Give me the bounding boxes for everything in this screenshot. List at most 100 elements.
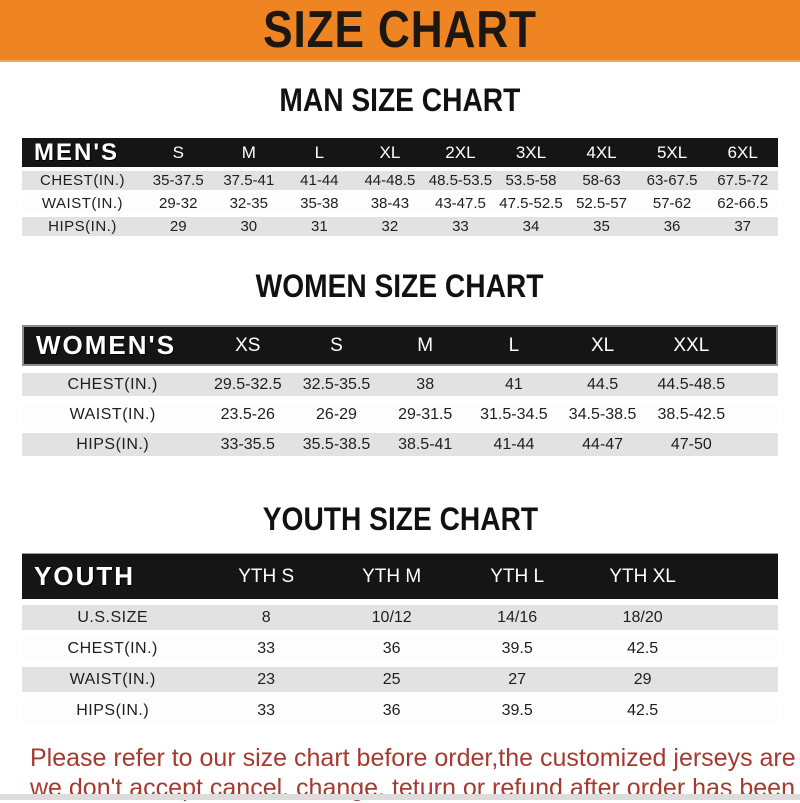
size-column-header: 5XL — [636, 138, 708, 167]
size-value-cell: 29-32 — [142, 194, 214, 213]
size-value-cell: 37.5-41 — [213, 171, 285, 190]
men-table-title: MEN'S — [22, 138, 143, 167]
size-column-header: 4XL — [566, 138, 637, 167]
size-value-cell: 23.5-26 — [203, 403, 293, 426]
table-row: CHEST(IN.) 33 36 39.5 42.5 — [22, 636, 778, 661]
sections-container: MAN SIZE CHART MEN'S S M L XL 2XL 3XL 4XL 5XL 6XL… — [0, 84, 800, 729]
men-size-section: MAN SIZE CHART MEN'S S M L XL 2XL 3XL 4XL 5XL 6XL… — [0, 84, 800, 240]
size-value-cell: 63-67.5 — [636, 171, 708, 190]
size-value-cell: 29 — [579, 667, 706, 692]
size-value-cell: 36 — [328, 698, 455, 723]
row-label: HIPS(IN.) — [22, 698, 204, 723]
size-column-header: YTH L — [454, 553, 580, 599]
size-value-cell: 25 — [328, 667, 455, 692]
size-value-cell: 34.5-38.5 — [558, 403, 647, 426]
size-value-cell: 33 — [203, 698, 329, 723]
row-label: WAIST(IN.) — [22, 667, 204, 692]
size-column-header: XL — [558, 325, 647, 366]
row-filler-cell — [735, 433, 778, 456]
notice-line-1: Please refer to our size chart before or… — [30, 744, 800, 772]
row-label: CHEST(IN.) — [22, 373, 204, 396]
size-value-cell: 32-35 — [213, 194, 285, 213]
size-value-cell: 35-37.5 — [142, 171, 214, 190]
size-column-header: YTH S — [203, 553, 329, 599]
size-chart-banner: SIZE CHART — [0, 0, 800, 62]
row-filler-cell — [735, 403, 778, 426]
table-row: CHEST(IN.) 35-37.5 37.5-41 41-44 44-48.5 48.5… — [22, 171, 778, 190]
size-value-cell: 41-44 — [284, 171, 355, 190]
size-value-cell: 53.5-58 — [495, 171, 567, 190]
women-table-title: WOMEN'S — [22, 325, 204, 366]
row-filler-cell — [705, 667, 778, 692]
size-column-header: YTH M — [328, 553, 455, 599]
footer-notice: Please refer to our size chart before or… — [30, 743, 800, 803]
bottom-edge-strip — [0, 794, 800, 800]
size-column-header: M — [213, 138, 285, 167]
youth-size-section: YOUTH SIZE CHART YOUTH YTH S YTH M YTH L YTH… — [0, 503, 800, 729]
size-value-cell: 31 — [284, 217, 355, 236]
size-value-cell: 42.5 — [579, 698, 706, 723]
table-row: CHEST(IN.) 29.5-32.5 32.5-35.5 38 41 44.5 44.5… — [22, 373, 778, 396]
women-size-section: WOMEN SIZE CHART WOMEN'S XS S M L XL XXL CHEST… — [0, 270, 800, 463]
size-value-cell: 39.5 — [454, 698, 580, 723]
size-value-cell: 41 — [469, 373, 559, 396]
size-value-cell: 44.5-48.5 — [646, 373, 736, 396]
table-header-row: MEN'S S M L XL 2XL 3XL 4XL 5XL 6XL — [22, 138, 778, 167]
row-filler-cell — [705, 636, 778, 661]
size-value-cell: 35.5-38.5 — [292, 433, 381, 456]
size-value-cell: 38.5-42.5 — [646, 403, 736, 426]
size-value-cell: 43-47.5 — [425, 194, 496, 213]
size-value-cell: 52.5-57 — [566, 194, 637, 213]
row-label: CHEST(IN.) — [22, 171, 143, 190]
banner-title: SIZE CHART — [263, 1, 537, 59]
header-filler-cell — [705, 553, 778, 599]
size-value-cell: 48.5-53.5 — [425, 171, 496, 190]
row-filler-cell — [735, 373, 778, 396]
size-value-cell: 33 — [425, 217, 496, 236]
row-label: WAIST(IN.) — [22, 194, 143, 213]
size-column-header: 2XL — [425, 138, 496, 167]
size-value-cell: 33-35.5 — [203, 433, 293, 456]
size-value-cell: 31.5-34.5 — [469, 403, 559, 426]
size-value-cell: 42.5 — [579, 636, 706, 661]
size-value-cell: 29 — [142, 217, 214, 236]
size-value-cell: 18/20 — [579, 605, 706, 630]
size-value-cell: 41-44 — [469, 433, 559, 456]
size-value-cell: 47-50 — [646, 433, 736, 456]
youth-section-heading: YOUTH SIZE CHART — [262, 501, 538, 537]
size-value-cell: 38 — [380, 373, 470, 396]
size-value-cell: 14/16 — [454, 605, 580, 630]
size-column-header: XXL — [646, 325, 736, 366]
size-value-cell: 39.5 — [454, 636, 580, 661]
row-label: CHEST(IN.) — [22, 636, 204, 661]
table-row: U.S.SIZE 8 10/12 14/16 18/20 — [22, 605, 778, 630]
table-row: HIPS(IN.) 29 30 31 32 33 34 35 36 37 — [22, 217, 778, 236]
size-value-cell: 8 — [203, 605, 329, 630]
size-value-cell: 37 — [707, 217, 778, 236]
size-value-cell: 36 — [328, 636, 455, 661]
size-value-cell: 33 — [203, 636, 329, 661]
size-column-header: L — [284, 138, 355, 167]
size-value-cell: 27 — [454, 667, 580, 692]
row-label: HIPS(IN.) — [22, 433, 204, 456]
men-section-heading: MAN SIZE CHART — [279, 82, 521, 118]
size-value-cell: 30 — [213, 217, 285, 236]
size-value-cell: 62-66.5 — [707, 194, 778, 213]
size-column-header: S — [292, 325, 381, 366]
size-column-header: 6XL — [707, 138, 778, 167]
row-label: U.S.SIZE — [22, 605, 204, 630]
size-value-cell: 29.5-32.5 — [203, 373, 293, 396]
table-row: HIPS(IN.) 33 36 39.5 42.5 — [22, 698, 778, 723]
size-value-cell: 34 — [495, 217, 567, 236]
size-value-cell: 26-29 — [292, 403, 381, 426]
size-value-cell: 67.5-72 — [707, 171, 778, 190]
size-value-cell: 58-63 — [566, 171, 637, 190]
size-column-header: XS — [203, 325, 293, 366]
size-value-cell: 32.5-35.5 — [292, 373, 381, 396]
size-value-cell: 35 — [566, 217, 637, 236]
table-header-row: YOUTH YTH S YTH M YTH L YTH XL — [22, 553, 778, 599]
size-column-header: XL — [354, 138, 426, 167]
table-row: HIPS(IN.) 33-35.5 35.5-38.5 38.5-41 41-44 44-… — [22, 433, 778, 456]
size-value-cell: 47.5-52.5 — [495, 194, 567, 213]
size-value-cell: 10/12 — [328, 605, 455, 630]
